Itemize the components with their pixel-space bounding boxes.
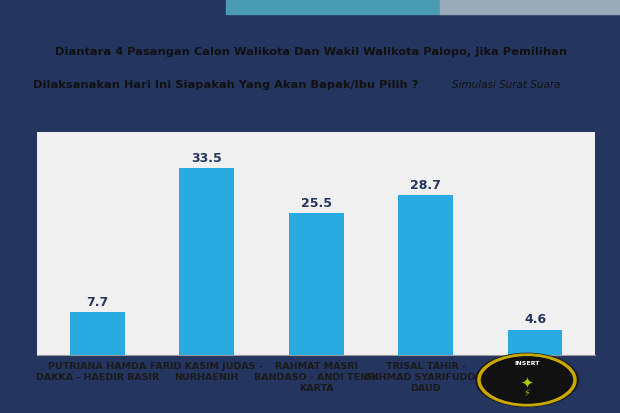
- Bar: [226, 0, 440, 14]
- Text: 28.7: 28.7: [410, 179, 441, 192]
- Bar: [70, 312, 125, 355]
- Text: INSERT: INSERT: [515, 361, 539, 366]
- Circle shape: [482, 357, 572, 403]
- Bar: [289, 213, 343, 355]
- Text: 7.7: 7.7: [86, 296, 108, 309]
- Text: ⚡: ⚡: [523, 388, 531, 398]
- Text: 25.5: 25.5: [301, 197, 332, 210]
- Text: 4.6: 4.6: [524, 313, 546, 326]
- Text: 33.5: 33.5: [192, 152, 222, 165]
- Bar: [398, 195, 453, 355]
- Text: Dilaksanakan Hari Ini Siapakah Yang Akan Bapak/Ibu Pilih ?: Dilaksanakan Hari Ini Siapakah Yang Akan…: [33, 80, 418, 90]
- Bar: [179, 169, 234, 355]
- Text: Diantara 4 Pasangan Calon Walikota Dan Wakil Walikota Palopo, Jika Pemilihan: Diantara 4 Pasangan Calon Walikota Dan W…: [55, 47, 568, 57]
- Bar: [440, 0, 620, 14]
- Text: ✦: ✦: [521, 375, 533, 390]
- Bar: [508, 330, 562, 355]
- Bar: [0, 0, 226, 14]
- Text: Simulasi Surat Suara: Simulasi Surat Suara: [451, 80, 560, 90]
- Circle shape: [476, 354, 578, 406]
